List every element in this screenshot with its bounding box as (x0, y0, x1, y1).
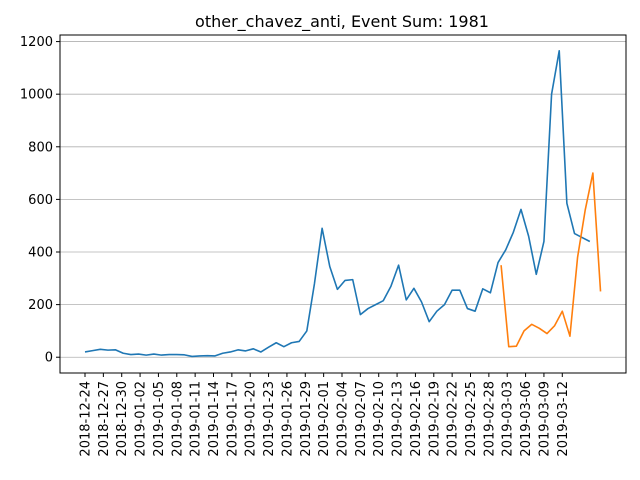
y-tick-label: 800 (28, 140, 53, 155)
x-tick-label: 2019-01-29 (299, 381, 314, 457)
x-tick-label: 2019-03-12 (556, 381, 571, 457)
x-tick-label: 2018-12-24 (79, 381, 94, 457)
x-tick-label: 2019-01-02 (134, 381, 149, 457)
y-tick-label: 400 (28, 246, 53, 261)
series-lines (84, 49, 602, 358)
x-tick-label: 2019-02-16 (409, 381, 424, 457)
x-tick-label: 2018-12-30 (115, 381, 130, 457)
y-tick-label: 0 (45, 351, 53, 366)
x-tick-label: 2019-03-03 (501, 381, 516, 457)
x-tick-label: 2019-01-08 (170, 381, 185, 457)
x-tick-label: 2019-03-06 (519, 381, 534, 457)
y-tick-label: 600 (28, 193, 53, 208)
series-line-1 (84, 49, 591, 358)
y-axis: 0 200 400 600 800 1000 1200 (20, 35, 60, 366)
y-tick-label: 1000 (20, 88, 53, 103)
x-tick-label: 2019-01-23 (262, 381, 277, 457)
series-line-2 (500, 172, 602, 348)
x-tick-label: 2019-01-26 (280, 381, 295, 457)
x-tick-label: 2019-01-11 (189, 381, 204, 457)
x-tick-label: 2019-01-14 (207, 381, 222, 457)
y-tick-label: 200 (28, 298, 53, 313)
x-tick-label: 2019-02-22 (446, 381, 461, 457)
x-tick-label: 2019-02-04 (336, 381, 351, 457)
x-tick-label: 2018-12-27 (97, 381, 112, 457)
x-tick-label: 2019-02-28 (482, 381, 497, 457)
x-tick-label: 2019-02-13 (391, 381, 406, 457)
x-tick-label: 2019-02-01 (317, 381, 332, 457)
x-tick-label: 2019-02-25 (464, 381, 479, 457)
x-tick-label: 2019-01-17 (225, 381, 240, 457)
x-tick-label: 2019-01-20 (244, 381, 259, 457)
grid-lines (60, 41, 626, 358)
y-tick-label: 1200 (20, 35, 53, 50)
plot-frame (59, 34, 627, 374)
x-tick-label: 2019-02-19 (427, 381, 442, 457)
x-tick-label: 2019-03-09 (537, 381, 552, 457)
x-axis: 2018-12-24 2018-12-27 2018-12-30 2019-01-02… (79, 373, 571, 457)
chart-title: other_chavez_anti, Event Sum: 1981 (195, 12, 489, 32)
x-tick-label: 2019-01-05 (152, 381, 167, 457)
x-tick-label: 2019-02-10 (372, 381, 387, 457)
x-tick-label: 2019-02-07 (354, 381, 369, 457)
